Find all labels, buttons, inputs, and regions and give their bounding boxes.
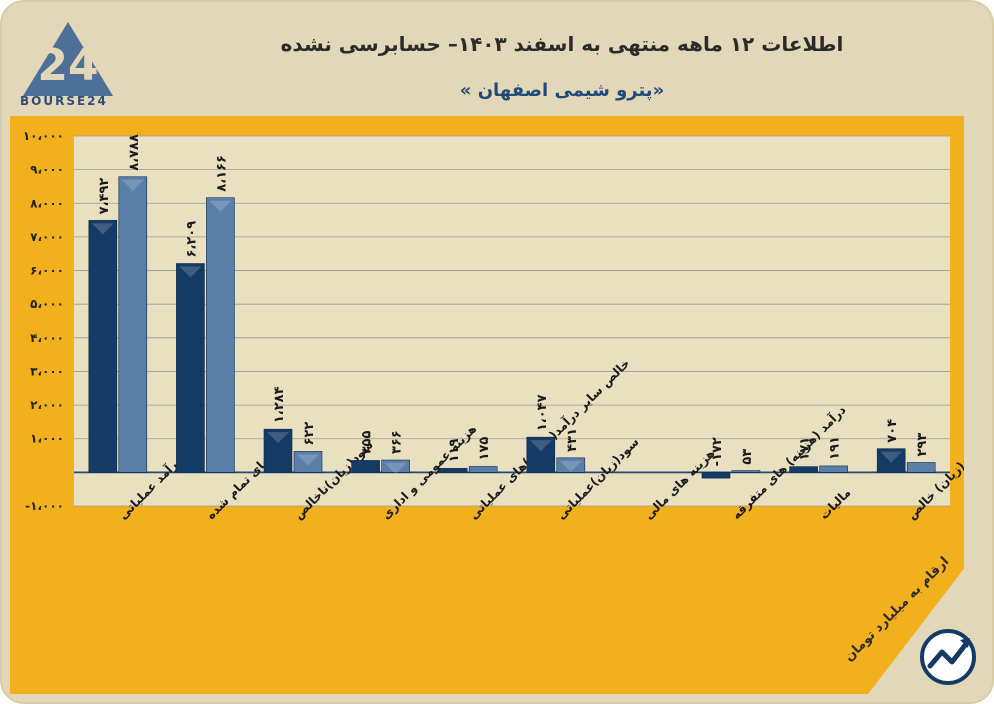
data-label: ۲۹۳ <box>915 433 930 457</box>
y-tick-label: ۱۰،۰۰۰ <box>23 129 64 143</box>
data-label: ۴۳۱ <box>565 428 580 452</box>
bar-1 <box>438 468 468 473</box>
bar-bevel <box>209 200 232 212</box>
data-label: ۱۷۱ <box>798 437 813 461</box>
data-label: ۱۱۹ <box>447 438 462 462</box>
y-tick-label: ۱،۰۰۰ <box>30 432 64 446</box>
y-tick-label: ۴،۰۰۰ <box>30 331 64 345</box>
bar-1 <box>876 448 906 473</box>
bar-bevel <box>121 179 144 191</box>
y-tick-label: ۲،۰۰۰ <box>30 398 64 412</box>
bar-1 <box>351 460 380 473</box>
bar-bevel <box>267 432 289 444</box>
bar-chart: -۱،۰۰۰ ۱،۰۰۰ ۲،۰۰۰ ۳،۰۰۰ ۴،۰۰۰ ۵،۰۰۰ ۶،۰۰۰ ۷،۰۰… <box>23 129 987 523</box>
bar-2 <box>118 176 148 473</box>
bar-2 <box>556 457 586 473</box>
data-label: ۳۶۶ <box>390 430 405 454</box>
bar-2 <box>293 451 323 473</box>
data-label: ۸،۷۸۸ <box>127 134 142 171</box>
y-tick-label: ۷،۰۰۰ <box>30 230 64 244</box>
bar-2 <box>906 462 936 473</box>
chart-subtitle: «پترو شیمی اصفهان » <box>459 80 665 101</box>
bar-bevel <box>529 440 552 452</box>
chart-title: اطلاعات ۱۲ ماهه منتهی به اسفند ۱۴۰۳– حسا… <box>280 32 844 56</box>
bar-bevel <box>91 223 114 235</box>
bar-1 <box>176 263 205 473</box>
data-label: ۵۳ <box>740 449 755 465</box>
data-label: ۷،۴۹۲ <box>97 178 112 215</box>
logo-number: 24 <box>37 40 98 91</box>
bar-1 <box>88 220 118 473</box>
bar-bevel <box>297 454 319 466</box>
bar-bevel <box>880 451 903 463</box>
bar-bevel <box>559 460 582 472</box>
bar-1 <box>701 472 731 479</box>
y-tick-label: ۳،۰۰۰ <box>30 364 64 378</box>
y-tick-label: -۱،۰۰۰ <box>25 499 64 513</box>
data-label: ۷۰۴ <box>885 419 900 443</box>
bar-2 <box>731 470 761 473</box>
data-label: ۳۵۵ <box>360 431 375 455</box>
data-label: ۱۹۱ <box>828 436 843 460</box>
bar-2 <box>381 459 410 473</box>
bar-1 <box>789 466 818 473</box>
bar-bevel <box>179 266 202 278</box>
bar-2 <box>819 465 848 473</box>
bar-2 <box>206 197 235 473</box>
data-label: ۸،۱۶۶ <box>214 155 229 192</box>
data-label: ۱۷۵ <box>477 437 492 461</box>
plot-area <box>74 136 950 506</box>
bourse24-logo: 24 <box>23 22 113 96</box>
bar-1 <box>263 428 293 473</box>
data-label: ۶،۲۰۹ <box>184 221 199 258</box>
data-label: ۶۲۲ <box>302 422 317 446</box>
data-label: ۱،۰۴۷ <box>535 394 550 431</box>
bar-2 <box>468 466 498 473</box>
logo-text: BOURSE24 <box>20 94 108 108</box>
y-tick-label: ۹،۰۰۰ <box>30 163 64 177</box>
y-tick-label: ۵،۰۰۰ <box>30 297 64 311</box>
chart-panel: -۱،۰۰۰ ۱،۰۰۰ ۲،۰۰۰ ۳،۰۰۰ ۴،۰۰۰ ۵،۰۰۰ ۶،۰۰۰ ۷،۰۰… <box>10 116 987 694</box>
data-label: -۱۷۲ <box>710 437 725 466</box>
y-tick-label: ۸،۰۰۰ <box>30 196 64 210</box>
bar-1 <box>526 436 556 473</box>
bar-bevel <box>384 463 407 475</box>
y-tick-label: ۶،۰۰۰ <box>30 264 64 278</box>
data-label: ۱،۲۸۴ <box>272 386 287 423</box>
